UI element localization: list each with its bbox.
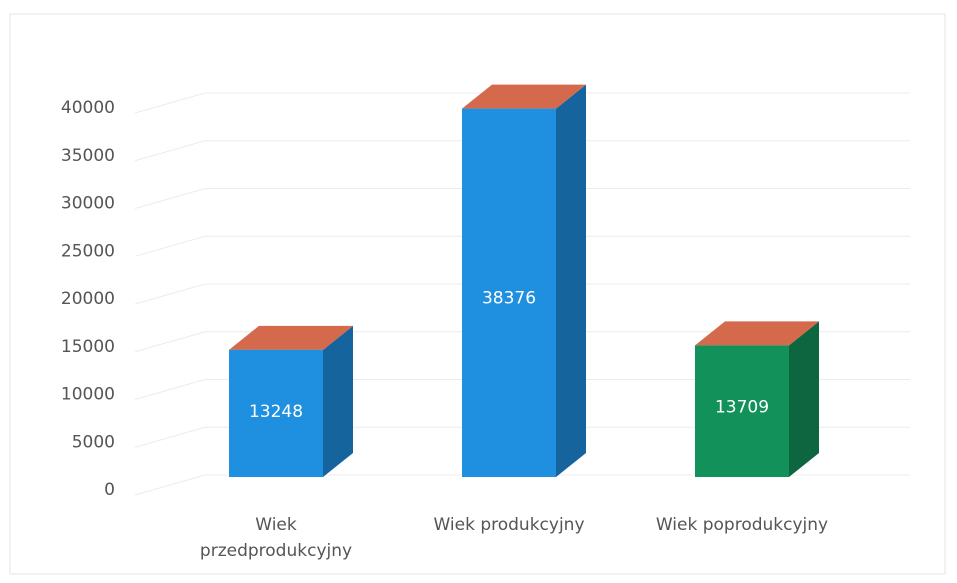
grid-line — [134, 426, 910, 448]
grid-line — [134, 379, 910, 400]
bar — [462, 108, 556, 478]
bar-top — [462, 84, 586, 109]
bar — [229, 349, 323, 477]
y-tick-label: 0 — [104, 480, 115, 500]
bar-side — [556, 84, 586, 478]
bar-side — [323, 325, 353, 477]
bar-top — [229, 325, 353, 350]
y-tick-label: 15000 — [61, 337, 115, 357]
x-tick-label: Wiek poprodukcyjny — [655, 515, 829, 535]
y-tick-label: 30000 — [61, 194, 115, 214]
y-tick-label: 40000 — [61, 98, 115, 118]
grid-line — [134, 188, 910, 209]
y-tick-label: 10000 — [61, 385, 115, 405]
grid-line — [134, 92, 910, 114]
y-tick-label: 35000 — [61, 146, 115, 166]
bar-side — [789, 321, 819, 477]
value-label: 13709 — [715, 397, 769, 417]
grid-line — [134, 140, 910, 162]
grid-line — [134, 331, 910, 353]
y-tick-label: 20000 — [61, 289, 115, 309]
x-tick-label: Wiek produkcyjny — [433, 515, 585, 535]
y-tick-label: 25000 — [61, 241, 115, 261]
grid-line — [134, 235, 910, 257]
frame — [9, 13, 946, 575]
value-label: 13248 — [249, 402, 303, 422]
grid-line — [134, 283, 910, 305]
grid-line — [134, 474, 910, 496]
x-tick-label: Wiek przedprodukcyjny — [199, 515, 353, 561]
y-tick-label: 5000 — [72, 432, 115, 452]
bar — [695, 345, 789, 477]
bar-top — [695, 321, 819, 346]
value-label: 38376 — [482, 289, 536, 309]
